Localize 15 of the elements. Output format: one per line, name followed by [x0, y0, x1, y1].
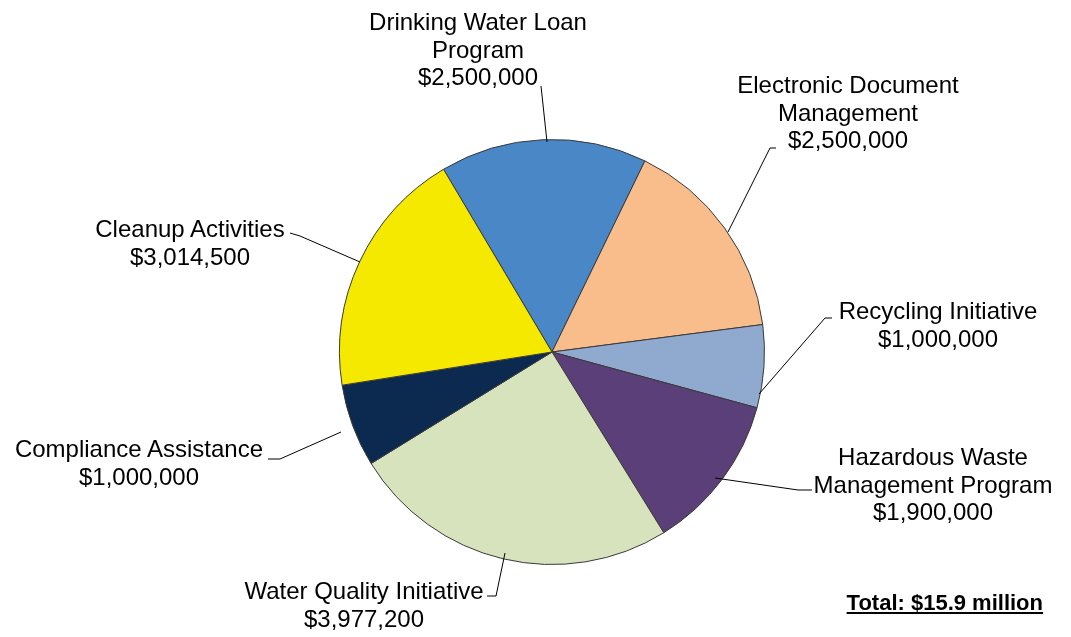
slice-label: Compliance Assistance	[13, 435, 265, 463]
text: Total: $15.9 million	[846, 590, 1043, 616]
slice-label: Hazardous Waste Management Program	[812, 443, 1054, 498]
slice-label: Electronic Document Management	[736, 71, 960, 126]
data-label: $1,900,000	[871, 498, 995, 526]
slice-label: Cleanup Activities	[94, 215, 286, 243]
slice-label: Recycling Initiative	[837, 297, 1039, 325]
slice-label: Drinking Water Loan Program	[368, 8, 588, 63]
data-label: $2,500,000	[416, 63, 540, 91]
data-label: $1,000,000	[77, 462, 201, 490]
data-label: $3,977,200	[302, 604, 426, 632]
data-label: $3,014,500	[128, 242, 252, 270]
slice-label: Water Quality Initiative	[243, 577, 485, 605]
data-label: $2,500,000	[786, 126, 910, 154]
data-label: $1,000,000	[876, 324, 1000, 352]
